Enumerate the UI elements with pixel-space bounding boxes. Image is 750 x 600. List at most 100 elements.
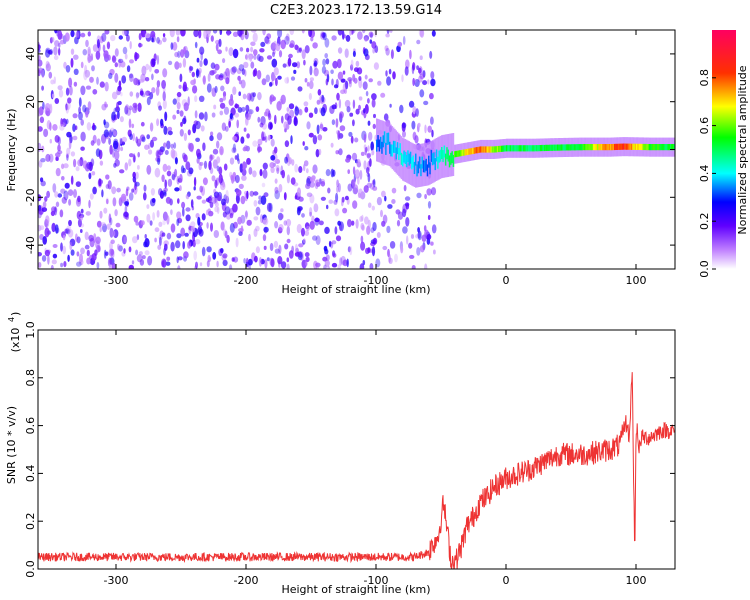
noise-blob <box>386 76 392 86</box>
noise-blob <box>372 186 378 191</box>
noise-blob <box>140 121 145 127</box>
noise-blob <box>193 30 199 38</box>
noise-blob <box>179 173 183 183</box>
track-core <box>591 144 594 151</box>
noise-blob <box>366 182 373 188</box>
noise-blob <box>87 101 92 110</box>
noise-blob <box>207 73 211 82</box>
noise-blob <box>103 129 110 138</box>
noise-blob <box>55 156 59 161</box>
colorbar-tick-label: 0.8 <box>698 69 711 87</box>
noise-blob <box>73 54 79 60</box>
noise-blob <box>176 175 180 185</box>
noise-blob <box>248 109 254 115</box>
noise-blob <box>120 61 126 68</box>
noise-blob <box>84 64 88 75</box>
noise-blob <box>206 222 209 229</box>
track-core <box>418 156 421 169</box>
noise-blob <box>187 241 192 249</box>
noise-blob <box>409 49 412 60</box>
noise-blob <box>237 30 243 37</box>
noise-blob <box>163 247 166 256</box>
noise-blob <box>225 195 230 204</box>
noise-blob <box>337 71 344 81</box>
y-tick-label: -20 <box>24 188 37 206</box>
track-core <box>672 144 674 151</box>
noise-blob <box>281 169 286 179</box>
noise-blob <box>136 254 143 263</box>
noise-blob <box>360 222 365 230</box>
noise-blob <box>312 135 318 145</box>
track-core <box>487 146 490 153</box>
noise-blob <box>380 92 386 98</box>
track-core <box>426 164 429 177</box>
noise-blob <box>252 32 258 43</box>
noise-blob <box>206 260 210 268</box>
spectrogram-y-ticks: -40 -20 0 20 40 <box>24 47 675 254</box>
noise-blob <box>195 137 201 142</box>
noise-blob <box>115 222 121 228</box>
noise-blob <box>58 89 64 98</box>
noise-blob <box>216 140 220 149</box>
noise-blob <box>157 244 162 250</box>
noise-blob <box>293 116 298 127</box>
noise-blob <box>92 89 98 95</box>
noise-blob <box>109 248 115 256</box>
track-core <box>473 147 475 154</box>
noise-blob <box>164 150 169 155</box>
noise-blob <box>199 161 204 166</box>
track-core <box>565 144 568 151</box>
noise-blob <box>179 185 182 192</box>
noise-blob <box>189 66 194 71</box>
noise-blob <box>73 189 77 198</box>
track-core <box>611 144 613 151</box>
noise-blob <box>355 219 359 229</box>
noise-blob <box>199 262 203 267</box>
noise-blob <box>367 98 370 104</box>
track-core <box>671 144 673 151</box>
noise-blob <box>102 44 106 53</box>
track-core <box>507 145 509 152</box>
noise-blob <box>66 147 71 156</box>
noise-blob <box>257 199 262 205</box>
noise-blob <box>347 246 351 253</box>
noise-blob <box>382 214 388 224</box>
noise-blob <box>230 67 236 75</box>
noise-blob <box>103 50 109 59</box>
noise-blob <box>206 209 209 216</box>
noise-blob <box>223 71 228 80</box>
noise-blob <box>123 236 127 244</box>
track-core <box>421 156 423 169</box>
track-core <box>520 145 522 152</box>
noise-blob <box>144 238 150 248</box>
noise-blob <box>59 209 64 218</box>
noise-blob <box>246 219 252 226</box>
noise-blob <box>183 132 187 142</box>
noise-blob <box>208 210 214 217</box>
noise-blob <box>231 257 235 262</box>
noise-blob <box>132 236 138 244</box>
track-core <box>647 144 650 151</box>
noise-blob <box>328 240 332 247</box>
noise-blob <box>359 263 365 269</box>
track-core <box>646 144 648 151</box>
noise-blob <box>364 37 368 42</box>
track-core <box>489 146 491 153</box>
noise-blob <box>124 201 129 206</box>
track-core <box>586 144 589 151</box>
noise-blob <box>261 131 266 142</box>
noise-blob <box>372 178 376 188</box>
track-core <box>503 145 505 152</box>
noise-blob <box>396 219 401 227</box>
noise-blob <box>309 211 312 217</box>
noise-blob <box>183 115 187 124</box>
noise-blob <box>217 49 223 55</box>
noise-blob <box>304 106 309 113</box>
noise-blob <box>242 161 246 171</box>
noise-blob <box>124 53 128 60</box>
noise-blob <box>320 107 326 117</box>
noise-blob <box>270 155 276 161</box>
noise-blob <box>220 182 226 191</box>
noise-blob <box>339 257 343 266</box>
track-core <box>578 144 581 151</box>
